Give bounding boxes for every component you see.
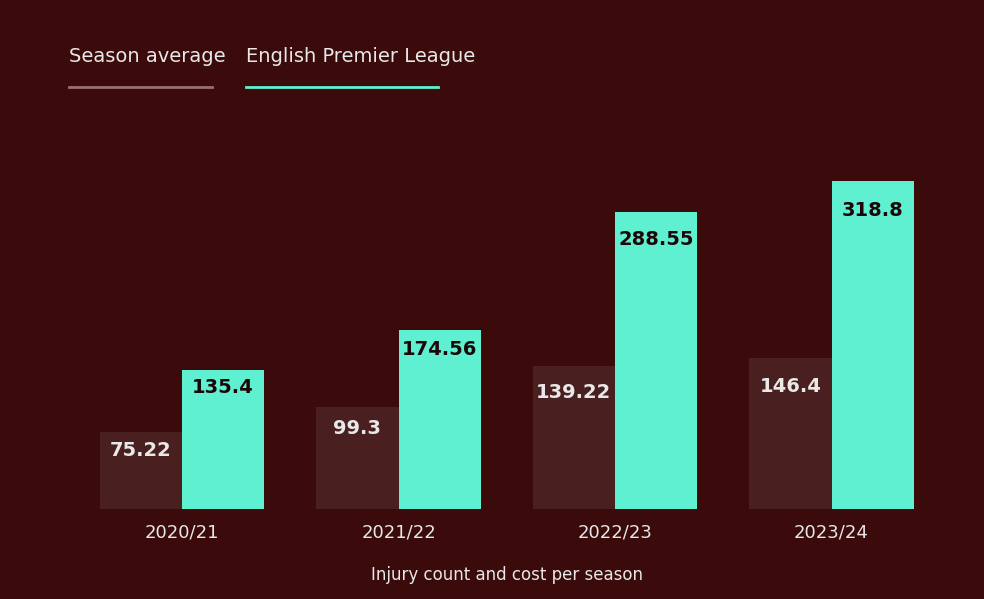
Text: 318.8: 318.8	[841, 201, 903, 220]
X-axis label: Injury count and cost per season: Injury count and cost per season	[371, 566, 643, 584]
Text: English Premier League: English Premier League	[246, 47, 475, 66]
Bar	[615, 212, 698, 509]
Text: 99.3: 99.3	[334, 419, 382, 438]
Text: 174.56: 174.56	[401, 340, 477, 359]
Bar	[532, 366, 615, 509]
Text: 146.4: 146.4	[760, 377, 822, 395]
Bar	[749, 358, 831, 509]
Bar	[182, 370, 265, 509]
Text: Season average: Season average	[69, 47, 225, 66]
Bar	[399, 329, 481, 509]
Bar	[831, 181, 914, 509]
Bar	[316, 407, 399, 509]
Text: 135.4: 135.4	[192, 378, 254, 397]
Text: 75.22: 75.22	[110, 441, 172, 460]
Text: 288.55: 288.55	[618, 230, 694, 249]
Bar	[99, 432, 182, 509]
Text: 139.22: 139.22	[536, 383, 611, 402]
